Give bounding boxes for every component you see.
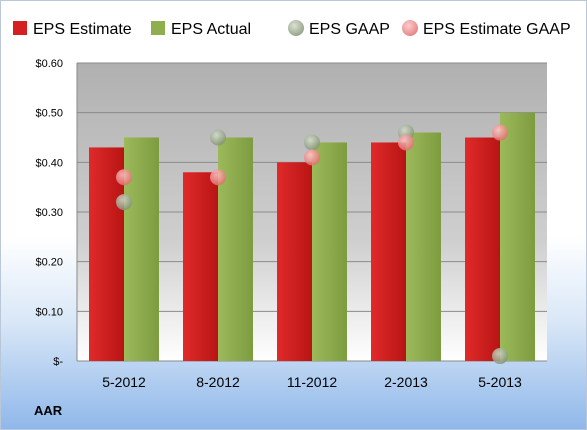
marker-eps-gaap [492,348,508,365]
y-tick-label: $0.20 [35,257,63,269]
y-tick-label: $0.40 [35,157,63,169]
legend-label: EPS Actual [171,21,251,38]
legend: EPS Estimate EPS Actual EPS GAAP EPS Estima… [13,20,571,38]
bar-eps-actual [406,132,441,361]
legend-label: EPS Estimate GAAP [423,21,571,38]
marker-series [116,124,508,365]
bar-eps-estimate [277,162,312,361]
y-axis-ticks: $- $0.10 $0.20 $0.30 $0.40 $0.50 $0.60 [35,58,63,368]
y-tick-label: $- [53,356,63,368]
x-axis-categories: 5-2012 8-2012 11-2012 2-2013 5-2013 [102,374,522,390]
legend-label: EPS GAAP [309,21,390,38]
legend-swatch [151,21,165,35]
x-category-label: 8-2012 [196,374,240,390]
legend-swatch [288,20,304,36]
bar-series [89,112,535,362]
x-category-label: 2-2013 [384,374,428,390]
legend-label: EPS Estimate [33,21,132,38]
marker-eps-gaap [304,134,320,151]
bar-eps-actual [124,137,159,361]
bar-eps-estimate [89,147,124,361]
marker-eps-estimate-gaap [304,149,320,166]
bar-eps-actual [500,112,535,362]
y-tick-label: $0.50 [35,108,63,120]
x-category-label: 5-2013 [478,374,522,390]
legend-swatch [402,20,418,36]
marker-eps-estimate-gaap [398,134,414,151]
bar-eps-actual [218,137,253,361]
bar-eps-estimate [465,137,500,361]
legend-swatch [13,21,27,35]
marker-eps-gaap [116,194,132,211]
bar-eps-actual [312,142,347,361]
x-category-label: 5-2012 [102,374,146,390]
bar-eps-estimate [183,172,218,361]
marker-eps-estimate-gaap [116,169,132,186]
y-tick-label: $0.10 [35,306,63,318]
y-tick-label: $0.30 [35,207,63,219]
marker-eps-estimate-gaap [492,124,508,141]
bar-eps-estimate [371,142,406,361]
marker-eps-gaap [210,129,226,146]
y-tick-label: $0.60 [35,58,63,70]
company-label: AAR [34,403,63,418]
marker-eps-estimate-gaap [210,169,226,186]
x-category-label: 11-2012 [287,374,338,390]
